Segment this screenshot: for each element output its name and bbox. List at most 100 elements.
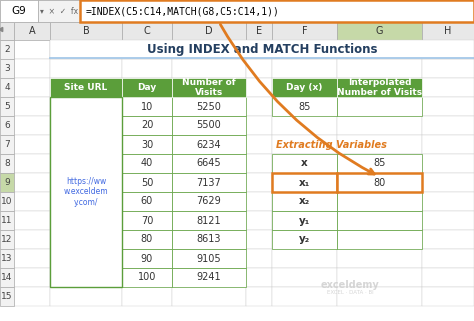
Bar: [246, 22, 272, 40]
Bar: [122, 249, 172, 268]
Bar: [422, 249, 474, 268]
Text: 40: 40: [141, 159, 153, 169]
Bar: [0, 0, 474, 22]
Bar: [246, 97, 272, 116]
Bar: [122, 59, 172, 78]
Bar: [122, 211, 172, 230]
Bar: [50, 40, 122, 59]
Bar: [272, 192, 337, 211]
Bar: [122, 268, 172, 287]
Bar: [337, 211, 422, 230]
Bar: [337, 154, 422, 173]
Text: 90: 90: [141, 254, 153, 264]
Text: 8121: 8121: [197, 215, 221, 225]
Bar: [272, 78, 337, 97]
Bar: [272, 154, 337, 173]
Bar: [422, 116, 474, 135]
Bar: [122, 230, 172, 249]
Bar: [50, 287, 122, 306]
Text: 6234: 6234: [197, 140, 221, 150]
Bar: [0, 0, 38, 22]
Bar: [272, 230, 337, 249]
Bar: [50, 97, 122, 287]
Bar: [14, 78, 50, 97]
Bar: [172, 268, 246, 287]
Text: 5500: 5500: [197, 120, 221, 131]
Bar: [50, 249, 122, 268]
Bar: [422, 192, 474, 211]
Bar: [272, 97, 337, 116]
Text: Number of
Visits: Number of Visits: [182, 78, 236, 97]
Bar: [172, 211, 246, 230]
Text: 70: 70: [141, 215, 153, 225]
Bar: [272, 40, 337, 59]
Text: 8613: 8613: [197, 235, 221, 245]
Bar: [172, 97, 246, 116]
Bar: [122, 40, 172, 59]
Bar: [122, 211, 172, 230]
Bar: [337, 192, 422, 211]
Bar: [14, 59, 50, 78]
Bar: [122, 135, 172, 154]
Text: 9: 9: [4, 178, 10, 187]
Text: 8: 8: [4, 159, 10, 168]
Text: =INDEX(C5:C14,MATCH(G8,C5:C14,1)): =INDEX(C5:C14,MATCH(G8,C5:C14,1)): [86, 6, 280, 16]
Text: 4: 4: [4, 83, 10, 92]
Bar: [272, 78, 337, 97]
Bar: [337, 78, 422, 97]
Bar: [50, 154, 122, 173]
Bar: [0, 249, 14, 268]
Bar: [122, 22, 172, 40]
Text: 80: 80: [141, 235, 153, 245]
Text: 9105: 9105: [197, 254, 221, 264]
Bar: [50, 192, 122, 211]
Text: E: E: [256, 26, 262, 36]
Text: 5250: 5250: [197, 101, 221, 111]
Bar: [50, 135, 122, 154]
Bar: [172, 268, 246, 287]
Bar: [246, 192, 272, 211]
Text: 3: 3: [4, 64, 10, 73]
Bar: [50, 97, 122, 116]
Bar: [337, 135, 422, 154]
Bar: [14, 249, 50, 268]
Text: exceldemy: exceldemy: [320, 280, 379, 290]
Bar: [50, 230, 122, 249]
Text: H: H: [444, 26, 452, 36]
Bar: [172, 135, 246, 154]
Bar: [172, 40, 246, 59]
Bar: [50, 230, 122, 249]
Bar: [172, 211, 246, 230]
Bar: [0, 22, 14, 40]
Bar: [422, 230, 474, 249]
Text: 13: 13: [1, 254, 13, 263]
Bar: [272, 173, 337, 192]
Bar: [122, 116, 172, 135]
Bar: [14, 192, 50, 211]
Bar: [272, 97, 337, 116]
Bar: [80, 0, 474, 22]
Text: 10: 10: [1, 197, 13, 206]
Bar: [122, 173, 172, 192]
Bar: [0, 59, 14, 78]
Bar: [422, 154, 474, 173]
Bar: [50, 40, 474, 59]
Bar: [50, 211, 122, 230]
Bar: [0, 97, 14, 116]
Bar: [50, 154, 122, 173]
Bar: [246, 173, 272, 192]
Text: Day: Day: [137, 83, 156, 92]
Text: 9241: 9241: [197, 273, 221, 282]
Bar: [122, 249, 172, 268]
Bar: [122, 268, 172, 287]
Text: 7: 7: [4, 140, 10, 149]
Bar: [172, 78, 246, 97]
Bar: [14, 173, 50, 192]
Bar: [337, 173, 422, 192]
Text: https://ww
w.exceldem
y.com/: https://ww w.exceldem y.com/: [64, 177, 109, 207]
Bar: [0, 230, 14, 249]
Text: D: D: [205, 26, 213, 36]
Bar: [272, 230, 337, 249]
Text: y₂: y₂: [299, 235, 310, 245]
Bar: [172, 249, 246, 268]
